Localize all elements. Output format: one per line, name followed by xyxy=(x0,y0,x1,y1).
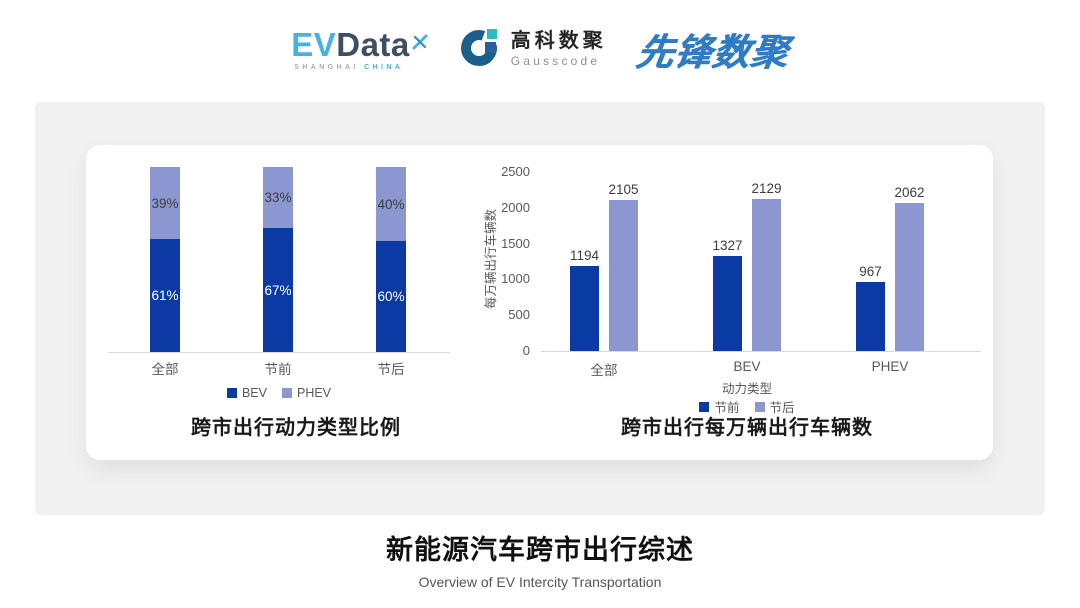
evdata-logo: EV Data SHANGHAI CHINA xyxy=(291,28,428,71)
evdata-x-icon xyxy=(412,22,428,55)
bar-segment-bev: 60% xyxy=(376,241,406,352)
evdata-shanghai-text: SHANGHAI xyxy=(294,63,359,71)
legend-swatch xyxy=(754,401,765,412)
evdata-wordmark: EV Data xyxy=(291,28,428,61)
bar-segment-phev: 40% xyxy=(376,167,406,241)
gausscode-logo: 高科数聚 Gausscode xyxy=(458,25,607,74)
page-subtitle: Overview of EV Intercity Transportation xyxy=(418,574,662,590)
category-label: 全部 xyxy=(590,363,618,378)
bar-segment-phev: 33% xyxy=(263,167,293,228)
gausscode-cn-text: 高科数聚 xyxy=(510,30,607,52)
bar xyxy=(752,199,781,351)
legend-label: 节后 xyxy=(769,401,795,415)
category-label: PHEV xyxy=(871,359,909,374)
legend-right: 节前 节后 xyxy=(541,397,953,416)
page-title: 新能源汽车跨市出行综述 xyxy=(386,535,694,565)
bar-segment-bev: 61% xyxy=(150,239,180,352)
y-tick-label: 2500 xyxy=(501,164,530,179)
y-tick-label: 2000 xyxy=(501,199,530,215)
category-label: BEV xyxy=(733,359,761,374)
value-label: 967 xyxy=(859,264,882,279)
y-axis-label: 每万辆出行车辆数 xyxy=(484,209,498,310)
gausscode-en-text: Gausscode xyxy=(510,54,601,68)
category-label: 全部 xyxy=(151,362,179,377)
bar xyxy=(856,282,885,351)
y-tick-label: 1500 xyxy=(501,235,530,251)
bar xyxy=(713,256,742,351)
y-tick-label: 0 xyxy=(522,343,530,358)
legend-item: 节后 xyxy=(754,397,795,416)
gausscode-mark-icon xyxy=(458,25,502,74)
x-axis-label: 动力类型 xyxy=(721,382,772,396)
footer: 新能源汽车跨市出行综述 Overview of EV Intercity Tra… xyxy=(0,528,1080,590)
pioneer-logo: 先锋数聚 xyxy=(633,32,792,73)
legend-label: PHEV xyxy=(296,386,332,400)
y-tick-label: 1000 xyxy=(501,271,530,287)
legend-label: BEV xyxy=(241,386,267,400)
value-label: 2062 xyxy=(894,185,925,200)
gausscode-text: 高科数聚 Gausscode xyxy=(511,31,607,67)
evdata-china-text: CHINA xyxy=(364,63,404,71)
legend-item: PHEV xyxy=(281,386,332,400)
charts-card: 39% 61% 全部 33% 67% 节前 40% 60% 节后 BEV PHEV 跨市出行动力类型比… xyxy=(86,145,993,460)
legend-swatch xyxy=(226,388,237,398)
chart-title: 跨市出行动力类型比例 xyxy=(191,417,401,439)
category-label: 节前 xyxy=(264,362,292,377)
evdata-data-text: Data xyxy=(336,25,410,63)
logo-header: EV Data SHANGHAI CHINA xyxy=(0,22,1080,76)
x-axis-line xyxy=(108,352,450,353)
value-label: 2129 xyxy=(751,181,782,196)
chart-title: 跨市出行每万辆出行车辆数 xyxy=(621,417,873,439)
bar-segment-phev: 39% xyxy=(150,167,180,239)
bar xyxy=(895,203,924,351)
charts-panel: 39% 61% 全部 33% 67% 节前 40% 60% 节后 BEV PHEV 跨市出行动力类型比… xyxy=(35,102,1045,515)
legend-label: 节前 xyxy=(714,401,740,415)
legend-swatch xyxy=(281,388,292,398)
value-label: 2105 xyxy=(608,182,639,197)
evdata-ev-text: EV xyxy=(291,25,337,63)
value-label: 1194 xyxy=(569,248,600,263)
evdata-subtitle: SHANGHAI CHINA xyxy=(291,64,428,71)
bar xyxy=(609,200,638,351)
x-axis-line xyxy=(541,351,981,352)
bar-segment-bev: 67% xyxy=(263,228,293,352)
legend-swatch xyxy=(699,401,710,412)
legend-item: BEV xyxy=(226,386,267,400)
value-label: 1327 xyxy=(712,238,743,253)
bar xyxy=(570,266,599,351)
category-label: 节后 xyxy=(377,362,405,377)
legend-item: 节前 xyxy=(699,397,740,416)
legend-left: BEV PHEV xyxy=(108,386,450,400)
y-tick-label: 500 xyxy=(508,307,530,323)
